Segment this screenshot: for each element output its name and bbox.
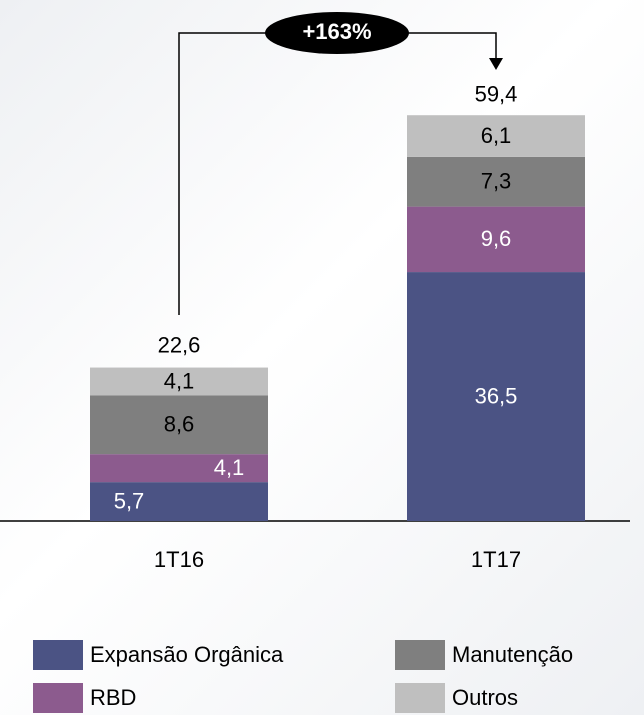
legend-label: Outros: [452, 685, 518, 710]
x-tick-label: 1T16: [154, 547, 204, 572]
annotation: +163%: [302, 19, 371, 44]
bar-segment: [90, 454, 268, 483]
legend-label: RBD: [90, 685, 136, 710]
bar-segment: [407, 115, 585, 157]
bar-segment: [90, 367, 268, 396]
arrowhead: [489, 58, 503, 70]
bar-segment: [90, 482, 268, 521]
bar-segment: [407, 156, 585, 207]
value-label: 4,1: [164, 368, 195, 393]
value-label: 4,1: [214, 455, 245, 480]
legend-label: Manutenção: [452, 642, 573, 667]
value-label: 9,6: [481, 226, 512, 251]
value-label: 5,7: [114, 488, 145, 513]
legend-swatch: [33, 683, 83, 713]
annotation-badge: [265, 12, 409, 54]
value-label: 8,6: [164, 412, 195, 437]
value-label: 36,5: [475, 383, 518, 408]
bar-segment: [90, 395, 268, 455]
value-label: 6,1: [481, 123, 512, 148]
bar-segment: [407, 206, 585, 273]
value-label: 7,3: [481, 169, 512, 194]
total-label: 22,6: [158, 333, 201, 358]
x-tick-label: 1T17: [471, 547, 521, 572]
legend-swatch: [395, 683, 445, 713]
total-label: 59,4: [475, 82, 518, 107]
legend-swatch: [33, 640, 83, 670]
bar-segment: [407, 272, 585, 521]
legend-swatch: [395, 640, 445, 670]
legend-label: Expansão Orgânica: [90, 642, 284, 667]
